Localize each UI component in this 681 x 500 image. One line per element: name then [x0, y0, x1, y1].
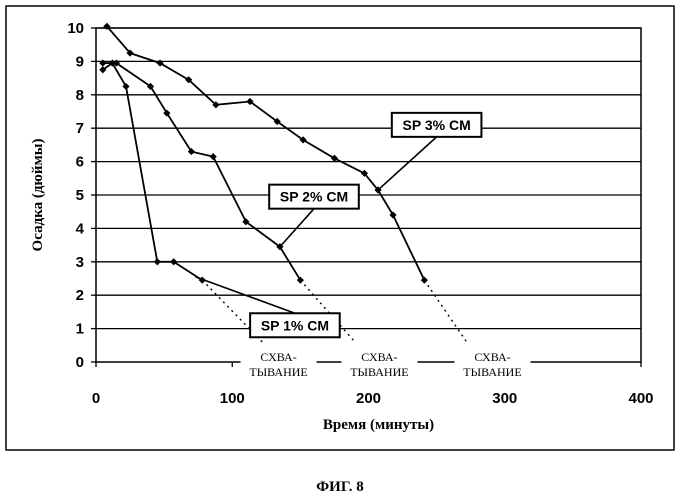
setting-label-line: ТЫВАНИЕ [350, 365, 408, 379]
y-tick-label: 7 [76, 120, 84, 137]
setting-label-line: СХВА- [361, 350, 397, 364]
y-tick-label: 9 [76, 53, 84, 70]
callout-label: SP 1% CM [261, 317, 329, 333]
x-tick-label: 300 [492, 390, 517, 407]
setting-label-line: СХВА- [474, 350, 510, 364]
x-tick-label: 400 [628, 390, 653, 407]
x-axis-title: Время (минуты) [323, 417, 434, 433]
x-tick-label: 200 [356, 390, 381, 407]
setting-label-line: ТЫВАНИЕ [463, 365, 521, 379]
x-tick-label: 0 [92, 390, 100, 407]
y-axis-title: Осадка (дюймы) [30, 139, 46, 252]
y-tick-label: 3 [76, 254, 84, 271]
setting-label-line: СХВА- [260, 350, 296, 364]
y-tick-label: 2 [76, 287, 84, 304]
y-tick-label: 1 [76, 321, 84, 338]
figure-caption: ФИГ. 8 [316, 479, 363, 495]
y-tick-label: 5 [76, 187, 84, 204]
x-tick-label: 100 [220, 390, 245, 407]
y-tick-label: 6 [76, 154, 84, 171]
callout-label: SP 3% CM [403, 117, 471, 133]
setting-labels: СХВА-ТЫВАНИЕСХВА-ТЫВАНИЕСХВА-ТЫВАНИЕ [241, 348, 531, 380]
callout-label: SP 2% CM [280, 189, 348, 205]
y-tick-label: 4 [76, 220, 85, 237]
y-tick-label: 10 [67, 20, 84, 37]
setting-label-line: ТЫВАНИЕ [249, 365, 307, 379]
y-tick-label: 0 [76, 354, 84, 371]
y-tick-label: 8 [76, 87, 84, 104]
